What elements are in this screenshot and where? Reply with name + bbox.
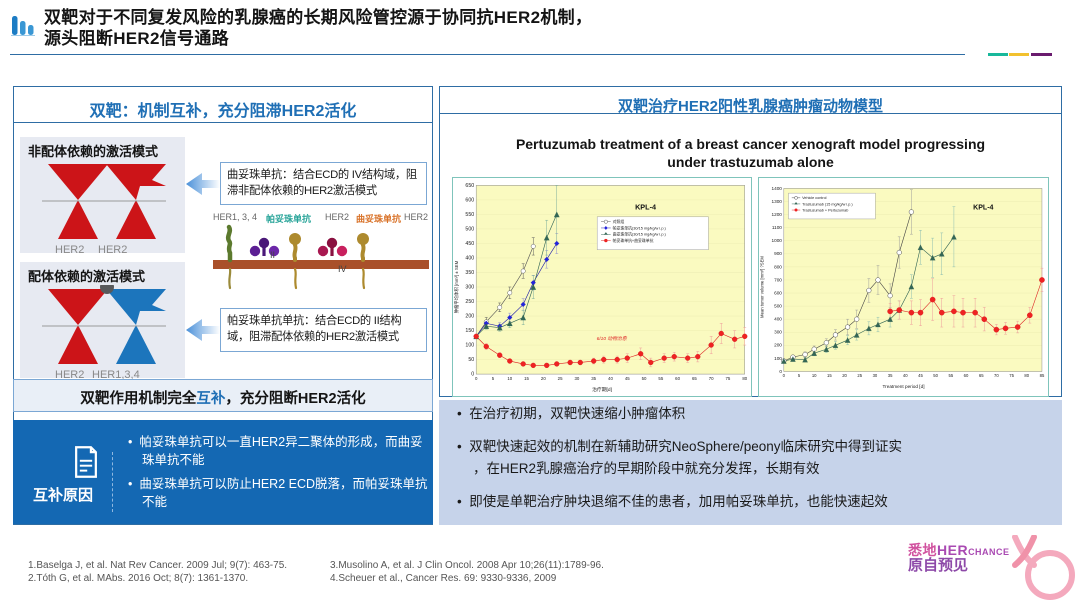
svg-text:对照组: 对照组 xyxy=(613,219,625,224)
svg-text:100: 100 xyxy=(465,343,474,349)
svg-text:40: 40 xyxy=(608,376,613,381)
svg-text:KPL-4: KPL-4 xyxy=(635,203,656,212)
svg-text:15: 15 xyxy=(827,373,832,378)
svg-text:20: 20 xyxy=(541,376,546,381)
svg-text:75: 75 xyxy=(726,376,731,381)
svg-text:1000: 1000 xyxy=(771,238,782,243)
svg-text:800: 800 xyxy=(774,264,782,269)
svg-text:Trastuzumab (15 mg/kg/w i.p.): Trastuzumab (15 mg/kg/w i.p.) xyxy=(802,202,853,206)
svg-text:55: 55 xyxy=(658,376,663,381)
svg-text:60: 60 xyxy=(964,373,969,378)
svg-text:Mean tumor volume [mm³] ?SEM: Mean tumor volume [mm³] ?SEM xyxy=(760,256,765,318)
svg-text:100: 100 xyxy=(774,356,782,361)
svg-text:75: 75 xyxy=(1009,373,1014,378)
svg-text:400: 400 xyxy=(774,317,782,322)
svg-text:85: 85 xyxy=(1040,373,1045,378)
svg-text:35: 35 xyxy=(888,373,893,378)
svg-text:300: 300 xyxy=(465,284,474,290)
svg-text:0: 0 xyxy=(779,369,782,374)
svg-text:45: 45 xyxy=(625,376,630,381)
svg-text:600: 600 xyxy=(774,290,782,295)
svg-text:70: 70 xyxy=(709,376,714,381)
svg-text:0: 0 xyxy=(783,373,786,378)
svg-text:50: 50 xyxy=(642,376,647,381)
svg-text:550: 550 xyxy=(465,212,474,218)
svg-text:肿瘤平均体积 [mm³] ± SEM: 肿瘤平均体积 [mm³] ± SEM xyxy=(453,260,460,313)
svg-text:30: 30 xyxy=(873,373,878,378)
svg-text:35: 35 xyxy=(591,376,596,381)
svg-text:1100: 1100 xyxy=(772,225,782,230)
svg-text:5: 5 xyxy=(492,376,495,381)
svg-text:450: 450 xyxy=(465,241,474,247)
svg-text:50: 50 xyxy=(933,373,938,378)
svg-text:5: 5 xyxy=(798,373,801,378)
svg-text:20: 20 xyxy=(842,373,847,378)
svg-text:250: 250 xyxy=(465,299,474,305)
svg-text:50: 50 xyxy=(468,357,474,363)
svg-text:1400: 1400 xyxy=(771,186,782,191)
svg-text:Treatment period [d]: Treatment period [d] xyxy=(882,384,924,389)
svg-text:1200: 1200 xyxy=(771,212,782,217)
svg-text:15: 15 xyxy=(524,376,529,381)
svg-text:650: 650 xyxy=(465,183,474,189)
svg-text:40: 40 xyxy=(903,373,908,378)
svg-text:500: 500 xyxy=(465,226,474,232)
svg-text:150: 150 xyxy=(465,328,474,334)
svg-text:Vehicle control: Vehicle control xyxy=(802,196,827,200)
svg-text:70: 70 xyxy=(994,373,999,378)
svg-text:0: 0 xyxy=(471,372,474,378)
svg-text:45: 45 xyxy=(918,373,923,378)
svg-text:55: 55 xyxy=(949,373,954,378)
svg-text:65: 65 xyxy=(979,373,984,378)
svg-text:500: 500 xyxy=(774,304,782,309)
svg-text:30: 30 xyxy=(574,376,579,381)
svg-text:400: 400 xyxy=(465,255,474,261)
svg-text:1300: 1300 xyxy=(771,199,782,204)
svg-text:曲妥珠单抗(30/15 mg/kg/w i.p.): 曲妥珠单抗(30/15 mg/kg/w i.p.) xyxy=(613,232,667,237)
svg-text:350: 350 xyxy=(465,270,474,276)
svg-text:25: 25 xyxy=(857,373,862,378)
svg-text:80: 80 xyxy=(1024,373,1029,378)
svg-text:25: 25 xyxy=(558,376,563,381)
svg-text:0: 0 xyxy=(475,376,478,381)
svg-text:80: 80 xyxy=(742,376,747,381)
svg-text:300: 300 xyxy=(774,330,782,335)
svg-text:帕妥珠单抗+曲妥珠单抗: 帕妥珠单抗+曲妥珠单抗 xyxy=(613,238,654,243)
svg-text:900: 900 xyxy=(774,251,782,256)
svg-text:60: 60 xyxy=(675,376,680,381)
svg-text:200: 200 xyxy=(465,313,474,319)
svg-text:600: 600 xyxy=(465,197,474,203)
svg-text:治疗期[d]: 治疗期[d] xyxy=(592,386,612,393)
svg-text:200: 200 xyxy=(774,343,782,348)
svg-text:帕妥珠单抗(30/15 mg/kg/w i.p.): 帕妥珠单抗(30/15 mg/kg/w i.p.) xyxy=(613,225,667,230)
svg-text:65: 65 xyxy=(692,376,697,381)
svg-text:KPL-4: KPL-4 xyxy=(973,205,993,212)
svg-text:10: 10 xyxy=(812,373,817,378)
svg-text:10: 10 xyxy=(507,376,512,381)
svg-text:700: 700 xyxy=(774,277,782,282)
svg-text:Trastuzumab + Pertuzumab: Trastuzumab + Pertuzumab xyxy=(802,208,848,212)
